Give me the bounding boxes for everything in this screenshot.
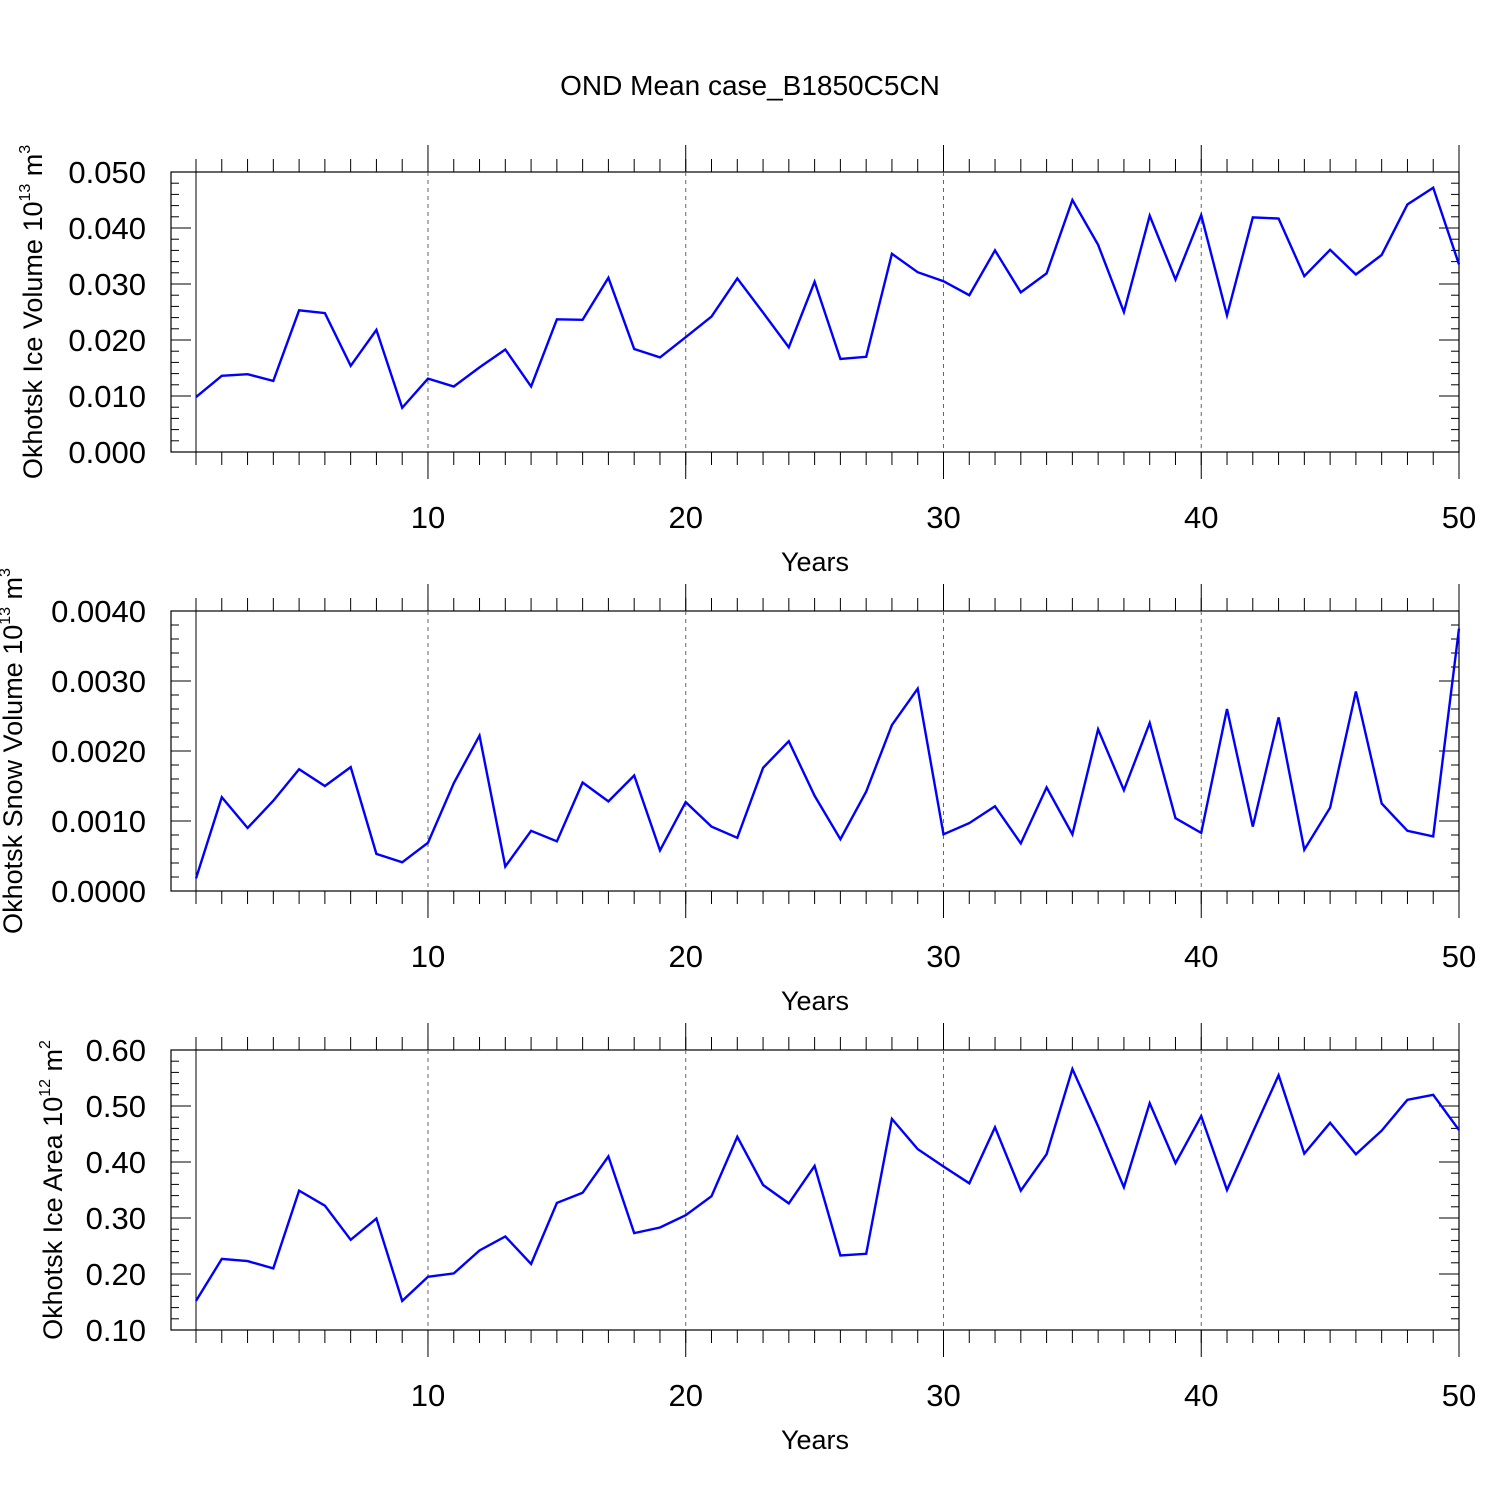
x-tick-label: 10 [411,939,445,974]
chart-panel-2: 0.0000 0.0010 0.0020 0.0030 0.0040 10 20 30 40 50… [0,568,1476,1016]
y-tick-label: 0.40 [86,1145,146,1180]
y-tick-label: 0.0010 [51,804,146,839]
chart-panel-3: 0.10 0.20 0.30 0.40 0.50 0.60 10 20 30 40 50 Years O… [37,1023,1476,1455]
x-tick-label: 40 [1184,1378,1218,1413]
x-tick-label: 50 [1442,1378,1476,1413]
y-axis-label-text: Okhotsk Ice Volume 10 [18,202,48,480]
x-tick-label: 40 [1184,500,1218,535]
y-tick-label: 0.0030 [51,664,146,699]
y-tick-label: 0.0040 [51,594,146,629]
y-axis-label-unit-exponent: 3 [17,145,34,154]
x-axis-label: Years [781,986,849,1016]
y-axis-label-unit: m [18,154,48,184]
y-axis-label: Okhotsk Ice Volume 1013 m3 [17,145,48,479]
y-axis-label-exponent: 13 [17,184,34,202]
panels: 0.000 0.010 0.020 0.030 0.040 0.050 10 20 30 40 50… [0,145,1476,1455]
y-tick-label: 0.000 [68,435,146,470]
plot-frame [170,1049,1460,1331]
x-tick-label: 20 [668,1378,702,1413]
y-tick-label: 0.30 [86,1201,146,1236]
series-line [194,1065,1460,1304]
y-axis-label-text: Okhotsk Snow Volume 10 [0,625,28,934]
y-axis-label-exponent: 12 [37,1079,54,1097]
y-tick-label: 0.040 [68,211,146,246]
y-tick-label: 0.10 [86,1313,146,1348]
x-axis-label: Years [781,1425,849,1455]
series-line [194,628,1461,879]
y-axis-label-exponent: 13 [0,607,14,625]
x-tick-label: 20 [668,500,702,535]
series-line [195,185,1461,411]
y-axis-label: Okhotsk Ice Area 1012 m2 [37,1040,68,1340]
y-axis-label-unit: m [38,1049,68,1079]
x-tick-label: 30 [926,500,960,535]
y-tick-label: 0.020 [68,323,146,358]
figure-title: OND Mean case_B1850C5CN [560,70,940,101]
x-tick-label: 10 [411,1378,445,1413]
y-tick-label: 0.050 [68,155,146,190]
x-tick-label: 50 [1442,939,1476,974]
x-axis-label: Years [781,547,849,577]
y-axis-label: Okhotsk Snow Volume 1013 m3 [0,568,28,934]
x-tick-label: 50 [1442,500,1476,535]
plot-frame [170,610,1460,892]
x-tick-label: 30 [926,1378,960,1413]
y-axis-label-unit-exponent: 3 [0,568,14,577]
y-tick-label: 0.030 [68,267,146,302]
y-axis-label-unit-exponent: 2 [37,1040,54,1049]
plot-frame [170,171,1460,453]
x-tick-label: 40 [1184,939,1218,974]
y-tick-label: 0.60 [86,1033,146,1068]
y-tick-label: 0.0000 [51,874,146,909]
chart-panel-1: 0.000 0.010 0.020 0.030 0.040 0.050 10 20 30 40 50… [17,145,1476,577]
x-tick-label: 30 [926,939,960,974]
y-tick-label: 0.010 [68,379,146,414]
x-tick-label: 20 [668,939,702,974]
y-axis-label-text: Okhotsk Ice Area 10 [38,1097,68,1340]
y-tick-label: 0.50 [86,1089,146,1124]
y-tick-label: 0.0020 [51,734,146,769]
y-axis-label-unit: m [0,577,28,607]
y-tick-label: 0.20 [86,1257,146,1292]
x-tick-label: 10 [411,500,445,535]
